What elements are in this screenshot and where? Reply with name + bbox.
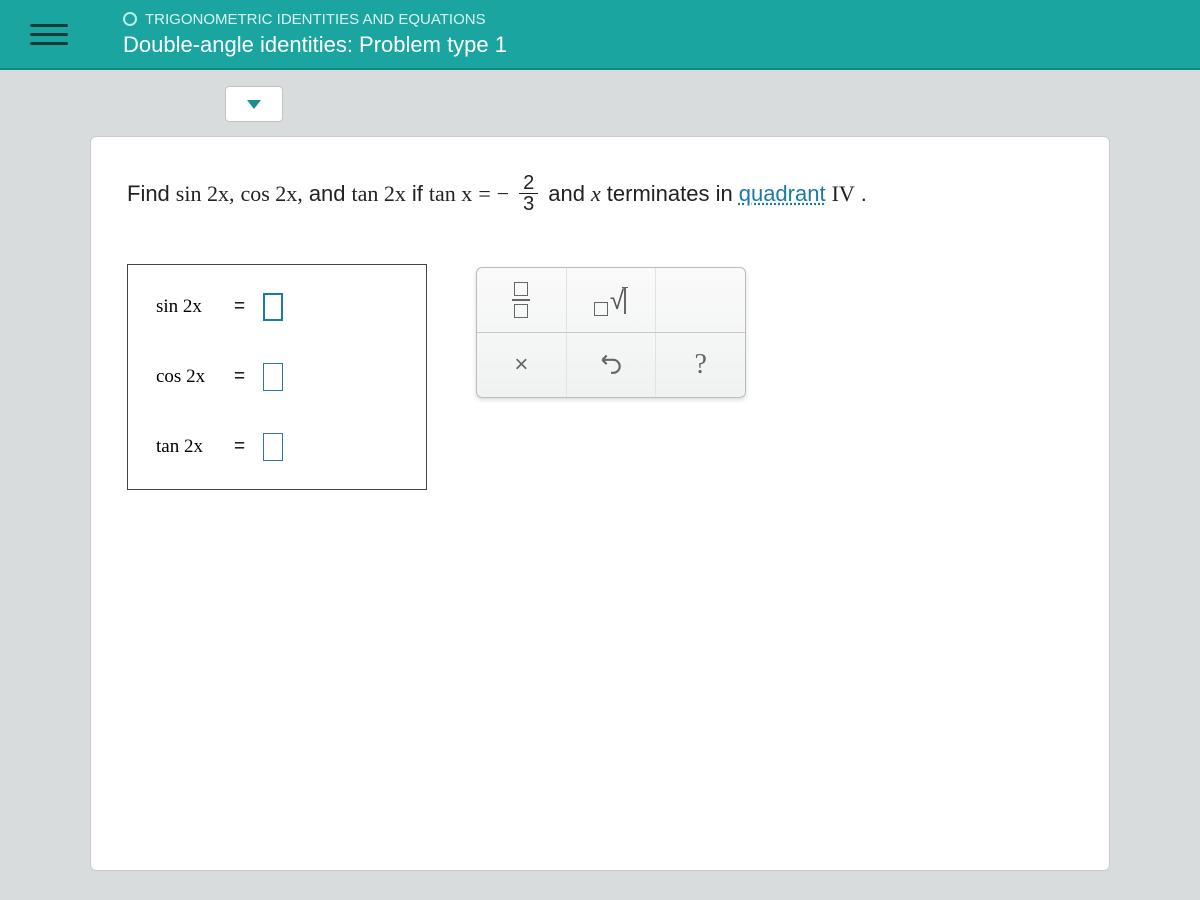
equals-sign: = [234, 366, 245, 388]
answer-label: tan 2x [156, 436, 216, 458]
root-icon: √ [594, 285, 628, 316]
math-tool-panel: √ × ? [476, 267, 746, 398]
menu-icon[interactable] [30, 15, 68, 53]
answers-box: sin 2x = cos 2x = tan 2x = [127, 264, 427, 490]
quadrant-link[interactable]: quadrant [739, 181, 826, 207]
close-icon: × [514, 351, 528, 379]
q-word: terminates in [607, 181, 733, 207]
answer-input-cos[interactable] [263, 363, 283, 391]
answer-row-cos: cos 2x = [156, 363, 398, 391]
equals-sign: = [234, 436, 245, 458]
fraction-tool[interactable] [477, 268, 566, 332]
clear-button[interactable]: × [477, 333, 566, 397]
q-term: cos 2x, [240, 181, 302, 207]
question-text: Find sin 2x, cos 2x, and tan 2x if tan x… [127, 173, 1073, 214]
app-header: TRIGONOMETRIC IDENTITIES AND EQUATIONS D… [0, 0, 1200, 70]
section-dropdown[interactable] [225, 86, 283, 122]
equals-sign: = [234, 296, 245, 318]
q-word: and [548, 181, 585, 207]
q-word: and [309, 181, 346, 207]
undo-button[interactable] [566, 333, 656, 397]
answer-row-tan: tan 2x = [156, 433, 398, 461]
fraction: 2 3 [519, 173, 538, 214]
answer-input-tan[interactable] [263, 433, 283, 461]
q-word: Find [127, 181, 170, 207]
page-title: Double-angle identities: Problem type 1 [123, 32, 507, 58]
header-text: TRIGONOMETRIC IDENTITIES AND EQUATIONS D… [123, 11, 507, 58]
q-term: tan 2x [352, 181, 406, 207]
answer-label: cos 2x [156, 366, 216, 388]
undo-icon [598, 349, 624, 381]
q-term: sin 2x, [176, 181, 235, 207]
fraction-denominator: 3 [519, 194, 538, 214]
chevron-down-icon [247, 100, 261, 109]
root-tool[interactable]: √ [566, 268, 656, 332]
section-label: TRIGONOMETRIC IDENTITIES AND EQUATIONS [145, 11, 486, 28]
equals-sign: = [478, 181, 490, 207]
q-lhs: tan x [429, 181, 472, 207]
problem-panel: Find sin 2x, cos 2x, and tan 2x if tan x… [90, 136, 1110, 871]
quadrant-number: IV [832, 181, 855, 207]
negative-sign: − [497, 181, 509, 207]
help-button[interactable]: ? [655, 333, 745, 397]
variable-x: x [591, 181, 601, 207]
section-bullet-icon [123, 12, 137, 26]
help-icon: ? [694, 349, 706, 381]
q-word: if [412, 181, 423, 207]
period: . [861, 181, 867, 207]
tool-spacer [655, 268, 745, 332]
fraction-icon [514, 282, 528, 296]
answer-row-sin: sin 2x = [156, 293, 398, 321]
answer-input-sin[interactable] [263, 293, 283, 321]
fraction-numerator: 2 [519, 173, 538, 194]
answer-label: sin 2x [156, 296, 216, 318]
